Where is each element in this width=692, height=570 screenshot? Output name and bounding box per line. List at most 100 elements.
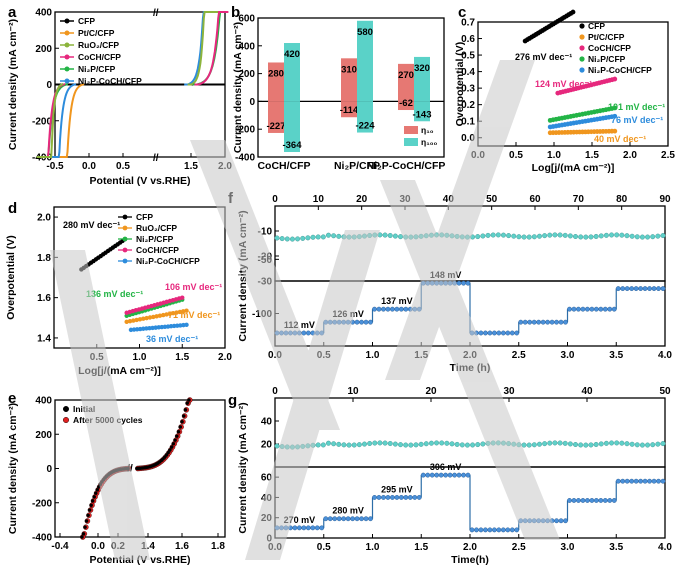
stability-point (573, 442, 579, 448)
legend-entry: Pt/C/CFP (588, 32, 625, 42)
panel-label: c (458, 4, 466, 21)
stability-point (609, 440, 615, 446)
stability-point (444, 440, 450, 446)
stability-point (552, 232, 558, 238)
step-point (456, 472, 462, 478)
legend-entry: CoCH/CFP (136, 245, 179, 255)
step-point (385, 306, 391, 312)
data-point (151, 314, 156, 320)
bar-value-label: 420 (284, 49, 300, 60)
y-tick-label: 0 (249, 97, 255, 108)
x-category-label: Ni₂P-CoCH/CFP (367, 160, 446, 172)
legend-entry: CoCH/CFP (588, 43, 631, 53)
top-x-tick-label: 30 (503, 386, 515, 397)
tafel-slope-label: 36 mV dec⁻¹ (146, 334, 198, 344)
x-tick-label: 2.0 (623, 150, 637, 161)
step-point (602, 306, 608, 312)
stability-point (377, 440, 383, 446)
step-point (647, 478, 652, 484)
x-tick-label: 1.0 (133, 352, 147, 363)
stability-point (387, 441, 393, 447)
tafel-slope-label: 101 mV dec⁻¹ (608, 102, 665, 112)
data-point (127, 318, 133, 324)
stability-point (526, 234, 532, 240)
top-x-tick-label: 60 (529, 194, 541, 205)
step-point (522, 319, 528, 325)
data-point (178, 425, 183, 429)
stability-point (629, 233, 635, 239)
stability-point (562, 232, 568, 238)
legend-entry: Ni₂P/CFP (588, 54, 626, 64)
legend-marker (579, 45, 585, 51)
step-point (469, 527, 475, 533)
stability-point (398, 442, 404, 448)
stability-point (423, 441, 429, 447)
legend-marker (63, 417, 70, 424)
data-point (612, 76, 618, 82)
step-point (487, 527, 493, 533)
stability-point (382, 232, 388, 238)
stability-point (464, 442, 470, 448)
data-point (184, 322, 189, 328)
stability-point (557, 440, 563, 446)
panel-label: d (8, 200, 17, 217)
stability-point (578, 234, 584, 240)
step-point (656, 478, 661, 484)
step-point (456, 280, 462, 286)
stability-point (367, 440, 373, 446)
x-tick-label: 1.8 (211, 541, 225, 552)
tafel-slope-label: 71 mV dec⁻¹ (168, 310, 220, 320)
stability-point (629, 441, 635, 447)
legend-entry: η₁₀₀ (421, 137, 438, 147)
step-point (554, 319, 559, 325)
data-point (166, 450, 170, 455)
data-point (180, 419, 184, 424)
step-point (638, 478, 644, 484)
stability-point (588, 234, 594, 240)
stability-point (583, 442, 589, 448)
legend-entry: Ni₂P-CoCH/CFP (136, 256, 200, 266)
stability-point (567, 233, 573, 239)
step-point (607, 498, 613, 503)
stability-point (274, 235, 280, 241)
x-axis-label: Log[j/(mA cm⁻²)] (532, 162, 615, 174)
data-point (184, 308, 189, 313)
step-point (549, 319, 555, 325)
step-point (509, 330, 515, 336)
stability-point (639, 234, 645, 240)
panel-c: c0.00.10.20.30.40.50.60.70.00.51.01.52.0… (454, 4, 675, 174)
stability-point (382, 440, 388, 446)
x-tick-label: 0.0 (91, 541, 105, 552)
y-tick-label: 0.3 (461, 84, 475, 95)
step-point (407, 495, 413, 500)
data-point (182, 414, 186, 418)
y-axis-label: Current density (mA cm⁻²) (232, 22, 244, 153)
step-point (354, 516, 360, 522)
legend-entry: CFP (588, 21, 605, 31)
stability-point (341, 442, 347, 448)
data-point (168, 448, 172, 452)
y-tick-label: 60 (261, 473, 273, 484)
bar-negative (284, 101, 300, 152)
step-point (607, 306, 613, 312)
stability-point (331, 441, 337, 447)
step-point (478, 527, 484, 533)
y-tick-label: -10 (258, 227, 273, 238)
stability-point (660, 233, 666, 239)
step-label: 270 mV (284, 515, 316, 525)
legend-marker (64, 78, 70, 84)
bar-value-label: -364 (282, 140, 302, 151)
top-x-tick-label: 0 (272, 386, 278, 397)
y-tick-label: 200 (35, 430, 52, 441)
stability-point (392, 233, 398, 239)
y-tick-label: 0.2 (461, 100, 475, 111)
legend-marker (64, 18, 70, 24)
data-point (612, 105, 618, 111)
stability-point (325, 440, 331, 446)
legend-marker (64, 30, 70, 36)
her-curve (36, 83, 64, 158)
x-tick-label: 1.5 (414, 542, 428, 553)
x-tick-label: -0.4 (51, 541, 69, 552)
stability-point (274, 443, 280, 449)
